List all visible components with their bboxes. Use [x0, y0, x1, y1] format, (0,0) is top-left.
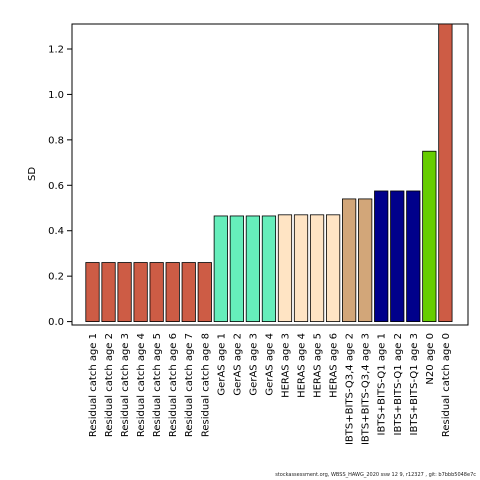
x-tick-label: N20 age 0 [425, 333, 436, 385]
x-tick-labels: Residual catch age 1 Residual catch age 2… [88, 333, 452, 445]
x-tick-label: Residual catch age 1 [88, 333, 99, 437]
bar [342, 198, 357, 322]
y-tick-label: 0.4 [48, 226, 64, 237]
x-tick-label: Residual catch age 5 [152, 333, 163, 437]
x-tick-label: Residual catch age 0 [441, 333, 452, 437]
x-tick-label: GerAS age 1 [216, 333, 227, 396]
bars [85, 23, 453, 323]
bar [422, 150, 437, 323]
bar [245, 215, 260, 322]
bar [117, 262, 132, 322]
bar [213, 215, 228, 322]
bar [406, 190, 421, 322]
bar [101, 262, 116, 322]
y-tick-label: 0.8 [48, 135, 64, 146]
bar [229, 215, 244, 322]
bar [374, 190, 389, 322]
x-tick-label: HERAS age 3 [280, 333, 291, 398]
x-tick-label: IBTS+BITS-Q1 age 1 [377, 333, 388, 435]
bar [149, 262, 164, 322]
bar [293, 214, 309, 322]
bar [181, 262, 196, 322]
y-tick-label: 0.6 [48, 181, 64, 192]
x-tick-label: HERAS age 6 [329, 333, 340, 398]
x-tick-label: Residual catch age 3 [120, 333, 131, 437]
bar [85, 262, 100, 322]
footnote: stockassessment.org, WBSS_HAWG_2020 ssw … [275, 472, 476, 478]
x-tick-label: Residual catch age 8 [200, 333, 211, 437]
bar [438, 23, 453, 322]
x-tick-label: Residual catch age 7 [184, 333, 195, 437]
y-axis: 0.0 0.2 0.4 0.6 0.8 1.0 1.2 [48, 44, 72, 328]
x-tick-label: HERAS age 5 [313, 333, 324, 398]
x-tick-label: IBTS+BITS-Q1 age 3 [409, 333, 420, 435]
x-tick-label: Residual catch age 4 [136, 333, 147, 437]
y-axis-label: SD [27, 167, 38, 181]
x-tick-label: IBTS+BITS-Q1 age 2 [393, 333, 404, 435]
bar [165, 262, 180, 322]
y-tick-label: 0.0 [48, 317, 64, 328]
x-tick-label: HERAS age 4 [297, 333, 308, 398]
bar [358, 198, 373, 322]
x-tick-label: IBTS+BITS-Q3,4 age 2 [345, 333, 356, 445]
bar [325, 214, 341, 322]
bar [309, 214, 325, 322]
x-tick-label: GerAS age 2 [232, 333, 243, 396]
bar [390, 190, 405, 322]
bar [261, 215, 277, 322]
y-tick-label: 1.2 [48, 44, 64, 55]
plot-frame [71, 23, 469, 326]
y-tick-label: 1.0 [48, 90, 64, 101]
x-tick-label: IBTS+BITS-Q3,4 age 3 [361, 333, 372, 445]
x-tick-label: GerAS age 3 [248, 333, 259, 396]
bar [197, 262, 212, 322]
x-tick-label: Residual catch age 6 [168, 333, 179, 437]
bar [277, 214, 293, 322]
x-tick-label: Residual catch age 2 [104, 333, 115, 437]
y-tick-label: 0.2 [48, 272, 64, 283]
bar [133, 262, 148, 322]
x-tick-label: GerAS age 4 [264, 333, 275, 396]
